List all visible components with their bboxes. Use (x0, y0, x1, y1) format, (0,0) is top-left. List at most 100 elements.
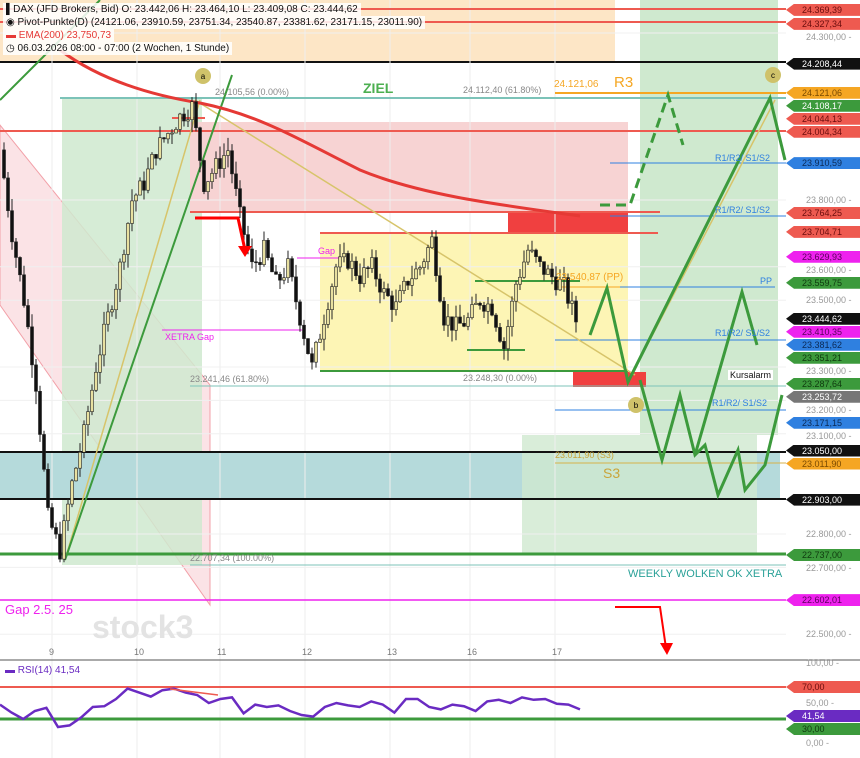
y-tick-label: 23.500,00 - (806, 295, 852, 306)
label-r1r2s1s2-1: R1/R2/ S1/S2 (715, 153, 771, 163)
y-tick-label: 23.800,00 - (806, 195, 852, 205)
price-tag: 22.903,00 (786, 493, 860, 506)
candle-down (34, 364, 38, 392)
candle-up (122, 254, 126, 263)
marker-b[interactable] (628, 397, 644, 413)
candle-down (42, 434, 46, 470)
candle-up (86, 411, 90, 425)
candle-down (302, 324, 306, 339)
price-tag: 23.764,25 (786, 207, 860, 219)
marker-a[interactable] (195, 68, 211, 84)
legend-ema: ▬ EMA(200) 23,750,73 (3, 29, 115, 42)
price-tag: 24.108,17 (786, 99, 860, 112)
candle-up (206, 181, 210, 192)
marker-c[interactable] (765, 67, 781, 83)
candle-down (266, 239, 270, 258)
price-tag: 24.044,13 (786, 112, 860, 125)
candle-down (378, 278, 382, 293)
candle-down (458, 316, 462, 324)
candle-down (38, 390, 42, 435)
price-tag: 23.444,62 (786, 312, 860, 325)
label-kursalarm[interactable]: Kursalarm (728, 370, 774, 380)
red-arrow-1-head (238, 246, 252, 257)
candle-down (58, 533, 62, 560)
projection-dashed (600, 90, 685, 207)
candle-down (478, 302, 482, 306)
candle-down (542, 261, 546, 275)
candle-up (74, 467, 78, 482)
y-tick-label: 23.300,00 - (806, 365, 852, 376)
candle-down (450, 316, 454, 331)
label-pp-value: 23.540,87 (PP) (556, 272, 624, 283)
candle-up (362, 267, 366, 284)
candle-down (238, 188, 242, 208)
y-tick-label: 22.500,00 - (806, 629, 852, 640)
price-tag: 23.559,75 (786, 276, 860, 289)
candle-up (170, 132, 174, 135)
candle-up (330, 286, 334, 310)
label-r3: R3 (614, 74, 634, 91)
candle-down (274, 271, 278, 275)
candle-up (134, 194, 138, 202)
trend-line-green-1 (64, 74, 233, 561)
watermark: stock3 (92, 609, 193, 645)
candle-down (198, 127, 202, 161)
price-tag: 24.004,34 (786, 125, 860, 138)
y-tick-label: 22.700,00 - (806, 563, 852, 574)
candle-down (18, 257, 22, 276)
yellow-zone (320, 233, 628, 372)
candle-up (446, 316, 450, 326)
candle-down (242, 206, 246, 235)
candle-down (254, 261, 258, 264)
candle-up (402, 280, 406, 291)
candle-down (554, 276, 558, 291)
candle-down (550, 268, 554, 278)
rsi-tag-70: 70,00 (786, 681, 860, 693)
candle-down (250, 248, 254, 263)
price-tag: 23.050,00 (786, 444, 860, 457)
rsi-tick-label: 100,00 - (806, 658, 840, 668)
candle-up (526, 249, 530, 263)
red-box-upper (508, 213, 628, 233)
trend-line-yellow-1 (64, 99, 201, 561)
candle-down (278, 273, 282, 281)
candle-up (214, 158, 218, 174)
candle-up (422, 261, 426, 268)
price-tag: 23.171,15 (786, 416, 860, 429)
label-gap-25: Gap 2.5. 25 (5, 602, 73, 617)
x-tick-label: 17 (552, 647, 563, 657)
label-weekly: WEEKLY WOLKEN OK XETRA (628, 568, 783, 580)
candle-down (366, 267, 370, 269)
candle-up (90, 389, 94, 412)
candle-up (262, 239, 266, 265)
rsi-tick-label: 50,00 - (806, 698, 835, 708)
candle-up (138, 180, 142, 196)
y-tick-label: 22.800,00 - (806, 529, 852, 539)
candle-up (106, 311, 110, 325)
x-tick-label: 9 (49, 647, 55, 657)
candle-down (482, 305, 486, 312)
legend-instrument: ▌DAX (JFD Brokers, Bid) O: 23.442,06 H: … (3, 3, 361, 16)
candle-up (110, 309, 114, 313)
candle-up (414, 268, 418, 280)
candle-up (326, 309, 330, 325)
candle-down (154, 154, 158, 159)
x-tick-label: 12 (302, 647, 313, 657)
red-arrow-2 (615, 606, 667, 649)
label-xetra-gap: XETRA Gap (165, 332, 215, 342)
candle-down (258, 262, 262, 265)
candle-up (486, 303, 490, 312)
price-tag: 23.253,72 (786, 390, 860, 403)
candle-down (374, 257, 378, 280)
candle-up (518, 276, 522, 285)
candle-up (222, 155, 226, 169)
legend-period: ◷ 06.03.2026 08:00 - 07:00 (2 Wochen, 1 … (3, 42, 233, 55)
label-fib-top-left: 24.105,56 (0.00%) (215, 87, 290, 97)
candle-up (98, 354, 102, 373)
candle-down (234, 173, 238, 189)
rsi-tag-30: 30,00 (786, 723, 860, 735)
candle-up (342, 253, 346, 258)
candle-up (210, 173, 214, 182)
candle-up (570, 300, 574, 304)
